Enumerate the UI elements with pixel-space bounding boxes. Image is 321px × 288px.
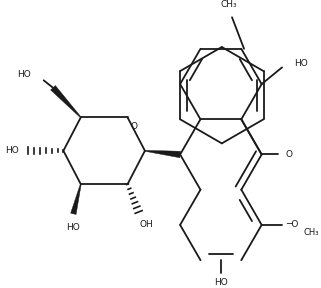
Text: ─O: ─O [286, 220, 299, 230]
Text: HO: HO [214, 278, 228, 287]
Text: HO: HO [295, 59, 308, 68]
Polygon shape [51, 86, 81, 118]
Text: O: O [286, 150, 293, 159]
Text: O: O [131, 122, 138, 131]
Polygon shape [145, 150, 180, 158]
Text: CH₃: CH₃ [304, 228, 319, 237]
Text: HO: HO [17, 70, 31, 79]
Text: CH₃: CH₃ [221, 0, 238, 9]
Polygon shape [71, 184, 81, 215]
Text: HO: HO [66, 223, 80, 232]
Text: HO: HO [4, 146, 18, 155]
Text: OH: OH [139, 219, 153, 228]
